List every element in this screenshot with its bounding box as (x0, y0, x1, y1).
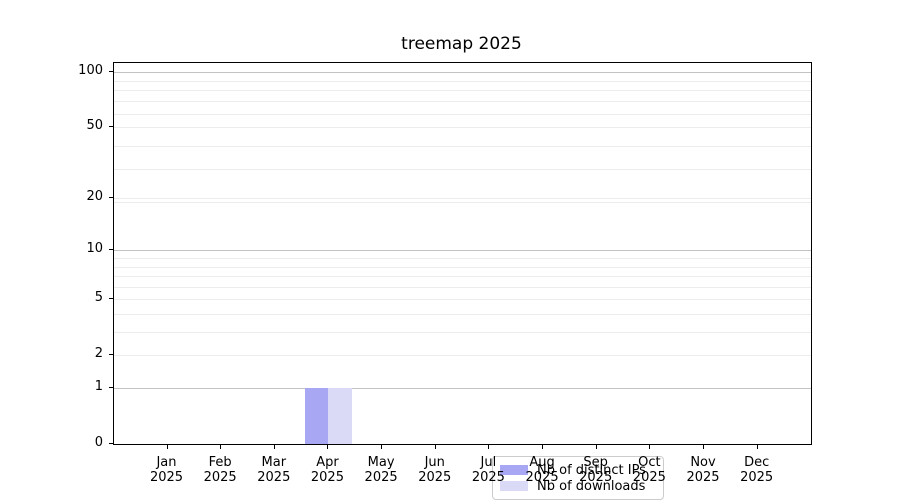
y-tick-label: 50 (86, 117, 103, 133)
x-tick-mark (757, 445, 758, 449)
gridline (114, 314, 811, 315)
x-tick-mark (542, 445, 543, 449)
x-tick-label: Apr 2025 (310, 455, 344, 485)
x-tick-label: Feb 2025 (203, 455, 237, 485)
x-tick-label: Mar 2025 (257, 455, 291, 485)
x-tick-mark (488, 445, 489, 449)
gridline (114, 267, 811, 268)
y-tick-label: 1 (94, 379, 103, 395)
x-tick-mark (649, 445, 650, 449)
legend-item-downloads: Nb of downloads (500, 478, 655, 494)
x-tick-mark (381, 445, 382, 449)
y-tick-mark (109, 354, 113, 355)
gridline (114, 198, 811, 199)
x-tick-mark (220, 445, 221, 449)
y-tick-label: 10 (86, 241, 103, 257)
y-tick-mark (109, 71, 113, 72)
bar-distinct-ips (304, 388, 329, 444)
legend-label-downloads: Nb of downloads (537, 478, 646, 494)
x-tick-mark (167, 445, 168, 449)
y-tick-mark (109, 298, 113, 299)
gridline (114, 276, 811, 277)
chart-title: treemap 2025 (401, 34, 522, 54)
x-tick-label: Jan 2025 (149, 455, 184, 485)
x-tick-label: Dec 2025 (740, 455, 774, 485)
y-tick-label: 5 (94, 290, 103, 306)
y-tick-label: 2 (94, 346, 103, 362)
y-tick-label: 20 (86, 189, 103, 205)
x-tick-label: May 2025 (364, 455, 398, 485)
plot-area: Nb of distinct IPs Nb of downloads (113, 62, 812, 500)
gridline (114, 355, 811, 356)
gridline (114, 114, 811, 115)
y-tick-mark (109, 387, 113, 388)
x-tick-mark (327, 445, 328, 449)
x-tick-label: Jun 2025 (418, 455, 452, 485)
legend-swatch-distinct-ips (500, 465, 528, 475)
x-tick-label: Sep 2025 (579, 455, 613, 485)
gridline (114, 287, 811, 288)
gridline (114, 202, 811, 203)
gridline (114, 299, 811, 300)
x-tick-mark (596, 445, 597, 449)
gridline (114, 146, 811, 147)
y-tick-label: 100 (78, 62, 103, 78)
gridline (114, 81, 811, 82)
legend-label-distinct-ips: Nb of distinct IPs (537, 462, 646, 478)
x-tick-label: Oct 2025 (632, 455, 666, 485)
gridline (114, 332, 811, 333)
gridline (114, 72, 811, 73)
x-tick-label: Nov 2025 (686, 455, 720, 485)
gridline (114, 101, 811, 102)
gridline (114, 169, 811, 170)
x-tick-mark (435, 445, 436, 449)
x-tick-mark (274, 445, 275, 449)
legend-swatch-downloads (500, 481, 528, 491)
y-tick-label: 0 (94, 435, 103, 450)
legend-item-distinct-ips: Nb of distinct IPs (500, 462, 655, 478)
bar-downloads (328, 388, 353, 444)
gridline (114, 388, 811, 389)
gridline (114, 250, 811, 251)
gridline (114, 90, 811, 91)
y-tick-mark (109, 443, 113, 444)
x-tick-mark (703, 445, 704, 449)
gridline (114, 127, 811, 128)
y-tick-mark (109, 249, 113, 250)
y-tick-mark (109, 197, 113, 198)
x-tick-label: Aug 2025 (525, 455, 559, 485)
x-tick-label: Jul 2025 (471, 455, 505, 485)
y-tick-mark (109, 126, 113, 127)
gridline (114, 258, 811, 259)
